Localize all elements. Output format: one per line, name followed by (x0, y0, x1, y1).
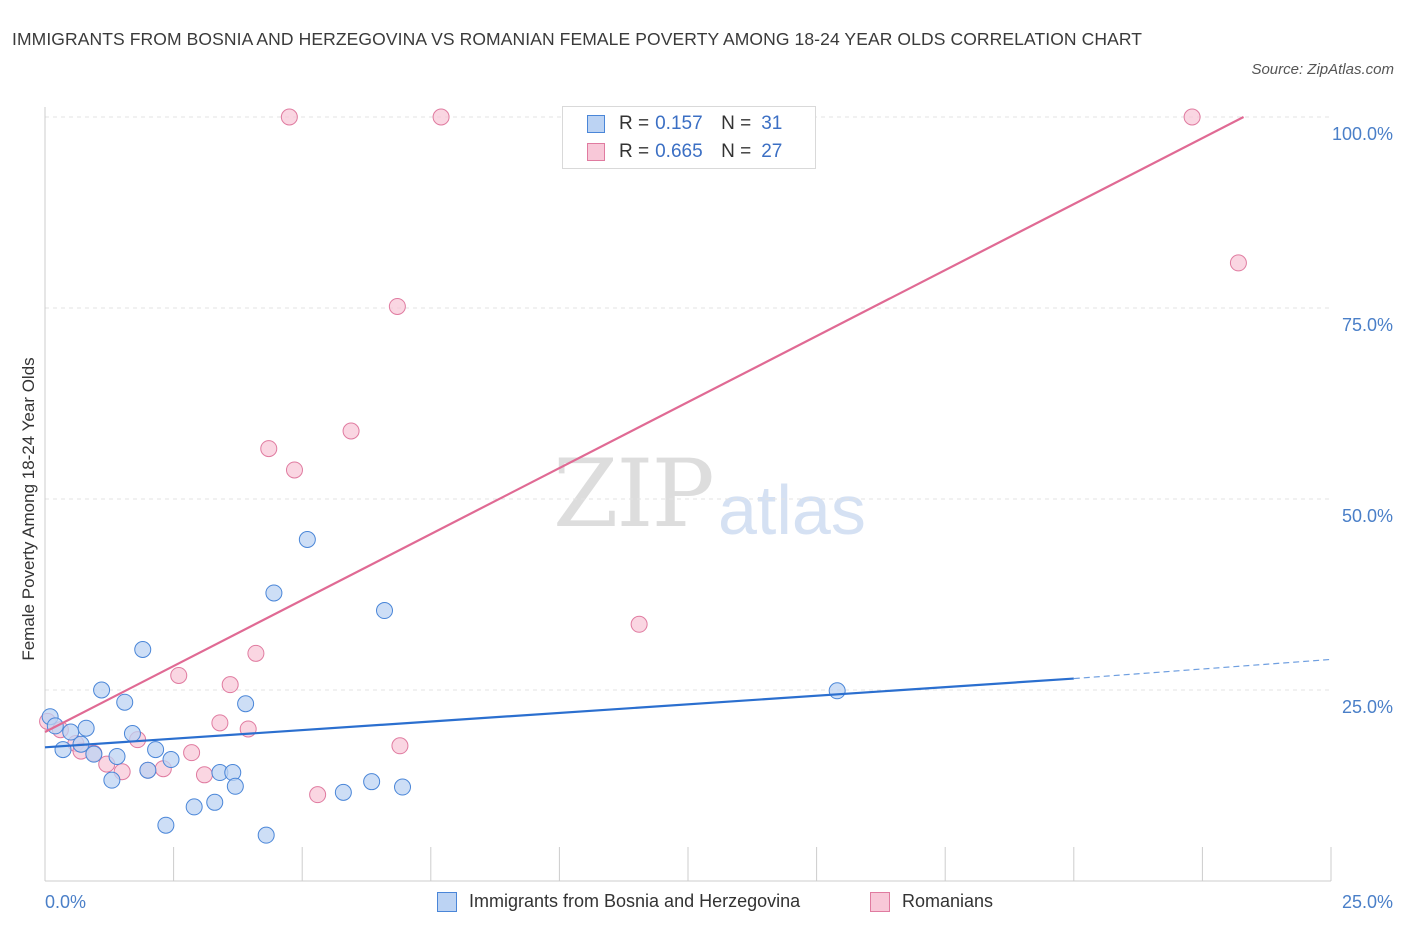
bosnia-trend-extension (1073, 658, 1332, 680)
romanians-point (1183, 108, 1201, 126)
n-label: N = (721, 113, 752, 134)
bosnia-point (334, 783, 352, 801)
legend-item-romanians[interactable]: Romanians (870, 891, 993, 912)
stats-legend: R = 0.157 N = 31 R = 0.665 N = 27 (562, 106, 816, 169)
bosnia-point (394, 778, 412, 796)
bosnia-swatch (587, 115, 605, 133)
romanians-point (195, 766, 213, 784)
legend-item-bosnia[interactable]: Immigrants from Bosnia and Herzegovina (437, 891, 800, 912)
romanians-legend-swatch (870, 891, 890, 912)
bosnia-point (257, 826, 275, 844)
bosnia-point (77, 719, 95, 737)
bosnia-point (376, 602, 394, 620)
bosnia-point (139, 761, 157, 779)
chart-title: IMMIGRANTS FROM BOSNIA AND HERZEGOVINA V… (12, 29, 1143, 49)
romanians-point (183, 744, 201, 762)
bosnia-trend-line (44, 677, 1074, 749)
legend-label-romanians: Romanians (902, 891, 994, 911)
romanians-trend-line (44, 116, 1245, 733)
n-label: N = (721, 141, 752, 162)
y-tick-label: 50.0% (1342, 506, 1393, 526)
bosnia-point (226, 777, 244, 795)
romanians-point (388, 297, 406, 315)
x-tick-label: 0.0% (45, 892, 86, 912)
romanians-point (432, 108, 450, 126)
stats-legend-row-romanians: R = 0.665 N = 27 (587, 138, 782, 166)
bosnia-point (265, 584, 283, 602)
bosnia-point (828, 682, 846, 700)
romanians-swatch (587, 143, 605, 161)
n-value: 31 (761, 113, 783, 134)
n-value: 27 (761, 141, 783, 162)
romanians-point (1229, 254, 1247, 272)
romanians-point (211, 714, 229, 732)
r-label: R = (619, 113, 650, 134)
series-legend: Immigrants from Bosnia and Herzegovina R… (0, 889, 1406, 915)
romanians-point (221, 676, 239, 694)
bosnia-point (103, 771, 121, 789)
romanians-point (170, 666, 188, 684)
romanians-point (309, 786, 327, 804)
bosnia-point (162, 751, 180, 769)
watermark-atlas: atlas (718, 471, 866, 549)
bosnia-point (206, 793, 224, 811)
romanians-point (260, 440, 278, 458)
bosnia-point (54, 741, 72, 759)
romanians-point (391, 737, 409, 755)
romanians-point (285, 461, 303, 479)
bosnia-point (224, 764, 242, 782)
source-label: Source: ZipAtlas.com (1251, 61, 1394, 78)
bosnia-legend-swatch (437, 891, 457, 912)
bosnia-point (147, 741, 165, 759)
r-value: 0.157 (655, 113, 703, 134)
bosnia-point (185, 798, 203, 816)
bosnia-point (363, 773, 381, 791)
romanians-point (280, 108, 298, 126)
bosnia-point (298, 530, 316, 548)
romanians-point (247, 644, 265, 662)
y-tick-label: 100.0% (1332, 124, 1393, 144)
bosnia-point (108, 747, 126, 765)
bosnia-point (237, 695, 255, 713)
bosnia-point (93, 681, 111, 699)
x-tick-label: 25.0% (1342, 892, 1393, 912)
y-tick-label: 25.0% (1342, 697, 1393, 717)
romanians-point (630, 615, 648, 633)
bosnia-point (123, 725, 141, 743)
legend-label-bosnia: Immigrants from Bosnia and Herzegovina (469, 891, 801, 911)
bosnia-point (85, 745, 103, 763)
y-tick-label: 75.0% (1342, 315, 1393, 335)
bosnia-point (116, 693, 134, 711)
bosnia-point (157, 816, 175, 834)
bosnia-point (134, 641, 152, 659)
y-axis-label: Female Poverty Among 18-24 Year Olds (19, 357, 38, 660)
r-value: 0.665 (655, 141, 703, 162)
r-label: R = (619, 141, 650, 162)
stats-legend-row-bosnia: R = 0.157 N = 31 (587, 110, 782, 138)
romanians-point (342, 422, 360, 440)
